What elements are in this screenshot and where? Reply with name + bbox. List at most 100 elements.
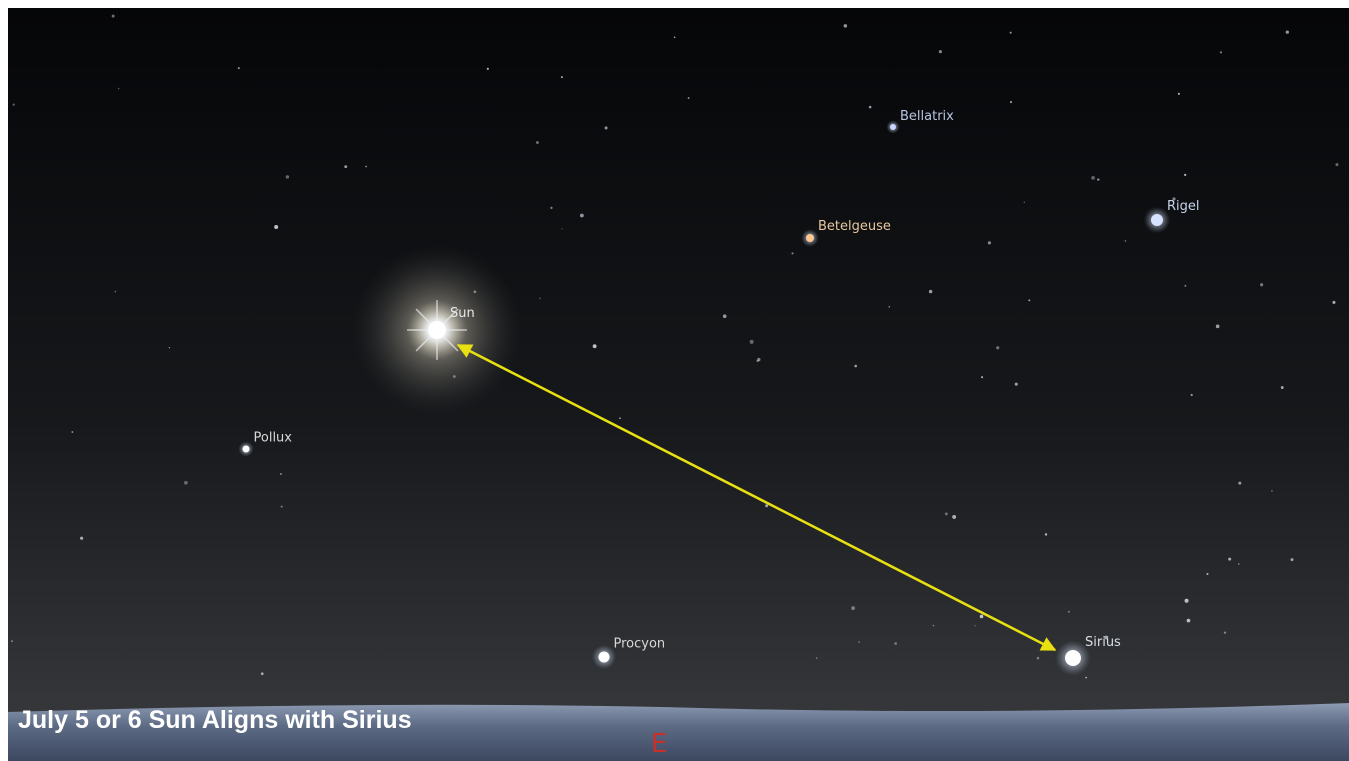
star [1151,214,1163,226]
faint-star [1238,481,1242,485]
faint-star [854,364,857,368]
faint-star [1172,197,1176,201]
faint-star [344,165,348,169]
faint-star [843,24,848,28]
faint-star [365,165,368,168]
faint-star [1184,173,1187,177]
faint-star [592,344,597,349]
faint-star [1085,676,1087,679]
faint-star [1177,92,1180,95]
faint-star [1036,656,1040,660]
faint-star [71,431,74,433]
faint-star [894,642,898,645]
faint-star [550,206,553,209]
faint-star [858,641,860,643]
faint-star [1068,610,1070,613]
faint-star [1097,178,1100,181]
star [1065,650,1081,666]
caption: July 5 or 6 Sun Aligns with Sirius [18,706,412,734]
star-label: Sun [450,306,475,321]
star [890,124,896,130]
faint-star [604,126,608,130]
star [806,234,814,242]
faint-star [851,606,855,610]
faint-star [1190,393,1193,397]
faint-star [168,347,171,349]
faint-star [285,175,290,179]
faint-star [757,357,761,362]
faint-star [1219,51,1223,54]
faint-star [1023,201,1025,203]
faint-star [987,241,992,245]
faint-star [274,224,279,229]
star [428,321,446,339]
faint-star [981,376,984,379]
faint-star [1044,533,1048,536]
faint-star [749,339,754,344]
faint-star [888,306,890,308]
faint-star [722,314,727,319]
faint-star [1186,618,1191,623]
faint-star [561,228,563,230]
faint-star [868,105,872,109]
faint-star [1091,175,1095,180]
faint-star [114,290,117,293]
faint-star [539,297,541,299]
faint-star [687,97,690,99]
faint-star [1238,563,1240,565]
star-label: Procyon [614,637,666,652]
faint-star [1009,101,1013,104]
faint-star [536,141,539,144]
faint-star [932,624,935,627]
faint-star [1290,558,1294,562]
faint-star [280,472,282,475]
faint-star [1009,31,1012,34]
faint-star [979,614,984,619]
faint-star [928,289,933,294]
star [242,445,250,453]
sky [8,8,1349,761]
faint-star [12,103,15,106]
star-label: Bellatrix [900,109,954,124]
faint-star [619,417,621,419]
faint-star [486,67,489,70]
faint-star [1335,163,1339,167]
ground [8,703,1349,761]
faint-star [765,504,769,508]
faint-star [80,536,84,540]
faint-star [237,67,240,70]
faint-star [11,640,14,643]
faint-star [952,514,957,519]
faint-star [280,505,283,508]
faint-star [1014,382,1018,386]
faint-star [260,672,264,676]
faint-star [815,657,818,659]
faint-star [1104,635,1109,640]
faint-star [1184,598,1189,603]
faint-star [184,480,188,485]
faint-star [1271,490,1273,492]
direction-label: E [651,729,667,759]
faint-star [673,36,676,39]
faint-star [974,625,976,627]
star-label: Pollux [254,431,293,446]
faint-star [1285,30,1289,34]
faint-star [118,87,120,90]
faint-star [1332,300,1336,304]
faint-star [1215,324,1220,329]
faint-star [1260,283,1264,287]
faint-star [560,76,563,79]
star-label: Rigel [1167,199,1200,214]
faint-star [1228,557,1232,561]
faint-star [1028,299,1031,302]
faint-star [1223,631,1227,634]
star [598,651,610,663]
faint-star [1184,284,1187,287]
star-label: Betelgeuse [818,219,891,234]
faint-star [1280,386,1284,389]
faint-star [944,512,948,516]
faint-star [1124,240,1127,242]
faint-star [579,213,584,218]
faint-star [996,346,1000,350]
